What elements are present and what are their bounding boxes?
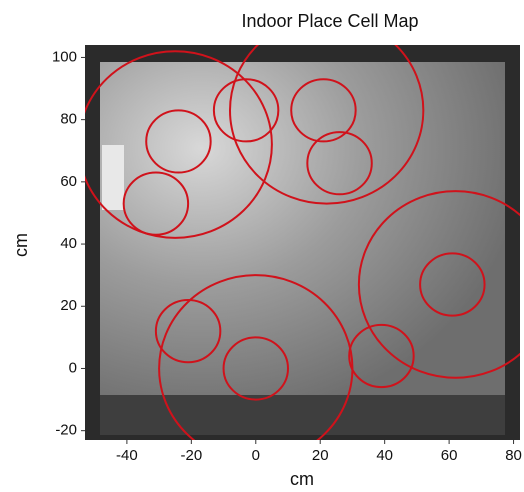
x-tick-label: 80 [505, 447, 522, 464]
y-tick-label: 60 [60, 173, 77, 190]
x-tick-label: 40 [376, 447, 393, 464]
x-tick-label: 60 [441, 447, 458, 464]
x-tick-label: -40 [116, 447, 138, 464]
y-tick-label: -20 [55, 422, 77, 439]
y-tick-label: 100 [52, 48, 77, 65]
y-axis-label: cm [11, 233, 31, 257]
chart-title: Indoor Place Cell Map [241, 11, 418, 31]
x-tick-label: 20 [312, 447, 329, 464]
x-tick-label: -20 [180, 447, 202, 464]
y-tick-label: 0 [69, 359, 77, 376]
y-tick-label: 80 [60, 111, 77, 128]
y-tick-label: 40 [60, 235, 77, 252]
y-tick-label: 20 [60, 297, 77, 314]
x-tick-label: 0 [252, 447, 260, 464]
arena-photo [85, 45, 520, 440]
chart: Indoor Place Cell Map cm cm -40 -20 0 20 40 6… [0, 0, 524, 492]
x-axis-label: cm [290, 469, 314, 489]
